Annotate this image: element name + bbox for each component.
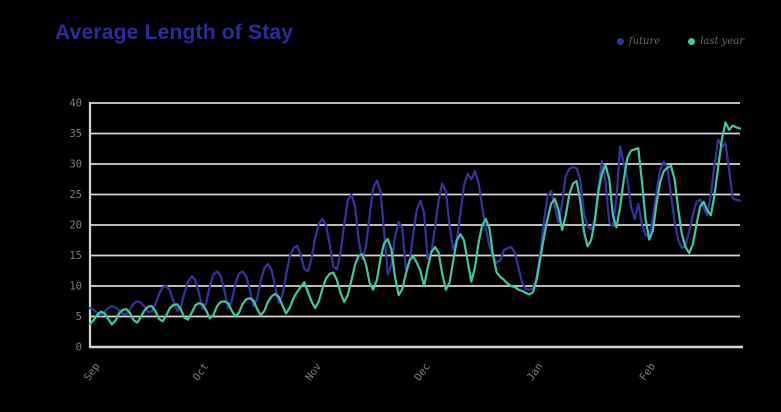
y-tick-label: 5 — [76, 311, 82, 323]
legend-marker-last-year-icon — [688, 38, 696, 45]
legend: future last year — [616, 36, 744, 47]
y-tick-label: 15 — [69, 250, 82, 262]
y-tick-label: 35 — [69, 128, 82, 140]
series-line-last-year — [88, 121, 742, 326]
y-tick-label: 25 — [69, 189, 82, 201]
y-tick-label: 20 — [69, 220, 82, 232]
legend-marker-future-icon — [616, 38, 624, 45]
series-line-future — [88, 138, 742, 317]
chart-title: Average Length of Stay — [55, 21, 294, 44]
y-tick-label: 0 — [76, 342, 82, 354]
x-tick-label: Jan — [525, 361, 546, 383]
legend-label-future: future — [628, 36, 661, 47]
legend-item-last-year[interactable]: last year — [688, 36, 744, 47]
x-tick-label: Dec — [412, 361, 433, 383]
x-tick-label: Sep — [82, 361, 103, 383]
legend-item-future[interactable]: future — [616, 36, 661, 47]
y-tick-label: 30 — [69, 159, 82, 171]
x-tick-label: Nov — [303, 361, 324, 383]
y-tick-label: 40 — [69, 98, 82, 110]
x-tick-label: Feb — [637, 361, 658, 383]
x-tick-label: Oct — [191, 361, 212, 383]
y-tick-label: 10 — [69, 281, 82, 293]
legend-label-last-year: last year — [700, 36, 744, 47]
